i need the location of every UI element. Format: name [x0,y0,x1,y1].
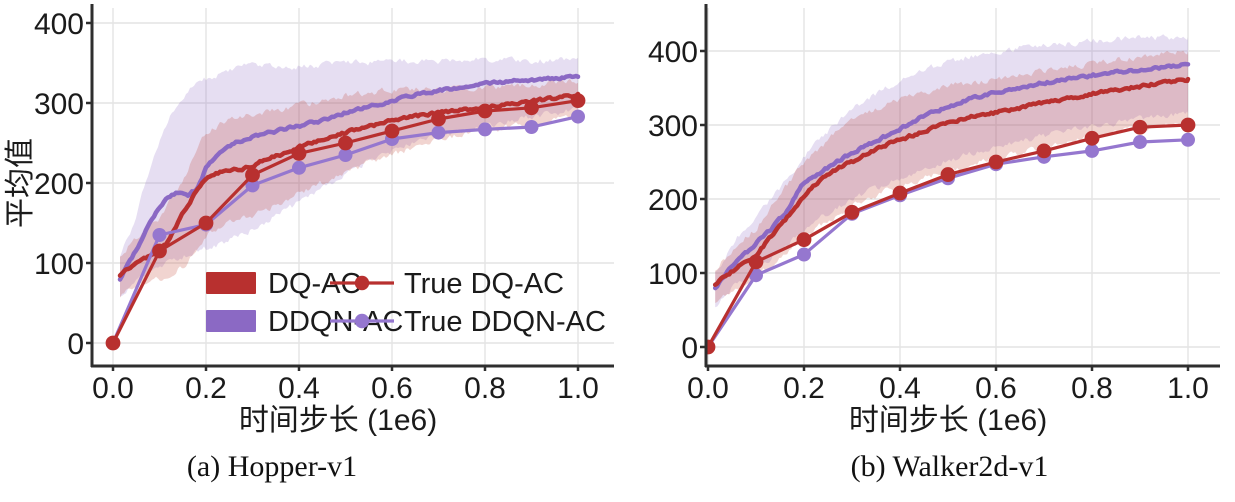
svg-text:0: 0 [67,328,84,361]
svg-text:400: 400 [34,8,84,41]
svg-text:0.0: 0.0 [687,372,729,405]
svg-text:100: 100 [34,248,84,281]
svg-text:200: 200 [648,184,698,217]
svg-text:400: 400 [648,36,698,69]
svg-text:0: 0 [681,332,698,365]
svg-text:0.8: 0.8 [464,372,506,405]
svg-text:0.2: 0.2 [185,372,227,405]
hopper-chart-svg: 0 100 200 300 400 0.0 0.2 0.4 0.6 0.8 1.0 时间步长 (1e6… [4,4,614,437]
svg-text:0.4: 0.4 [879,372,921,405]
svg-text:True DQ-AC: True DQ-AC [404,268,564,300]
svg-text:1.0: 1.0 [1167,372,1209,405]
svg-text:0.2: 0.2 [783,372,825,405]
svg-text:True DDQN-AC: True DDQN-AC [404,306,606,338]
svg-text:300: 300 [648,110,698,143]
svg-text:300: 300 [34,88,84,121]
svg-text:平均值: 平均值 [4,138,37,228]
svg-text:时间步长 (1e6): 时间步长 (1e6) [239,404,437,437]
walker-chart-svg: 0 100 200 300 400 0.0 0.2 0.4 0.6 0.8 1.0 时间步长 (1e6… [648,4,1220,437]
caption-walker: (b) Walker2d-v1 [850,450,1049,483]
svg-text:0.8: 0.8 [1071,372,1113,405]
svg-text:0.4: 0.4 [278,372,320,405]
svg-text:200: 200 [34,168,84,201]
svg-text:时间步长 (1e6): 时间步长 (1e6) [849,404,1047,437]
svg-text:0.0: 0.0 [92,372,134,405]
svg-text:0.6: 0.6 [371,372,413,405]
svg-text:100: 100 [648,258,698,291]
chart-hopper: 0 100 200 300 400 0.0 0.2 0.4 0.6 0.8 1.0 时间步长 (1e6… [0,0,620,484]
charts-row: 0 100 200 300 400 0.0 0.2 0.4 0.6 0.8 1.0 时间步长 (1e6… [0,0,1235,484]
chart-walker: 0 100 200 300 400 0.0 0.2 0.4 0.6 0.8 1.0 时间步长 (1e6… [620,0,1235,484]
caption-hopper: (a) Hopper-v1 [186,450,358,483]
svg-text:0.6: 0.6 [975,372,1017,405]
svg-text:1.0: 1.0 [557,372,599,405]
